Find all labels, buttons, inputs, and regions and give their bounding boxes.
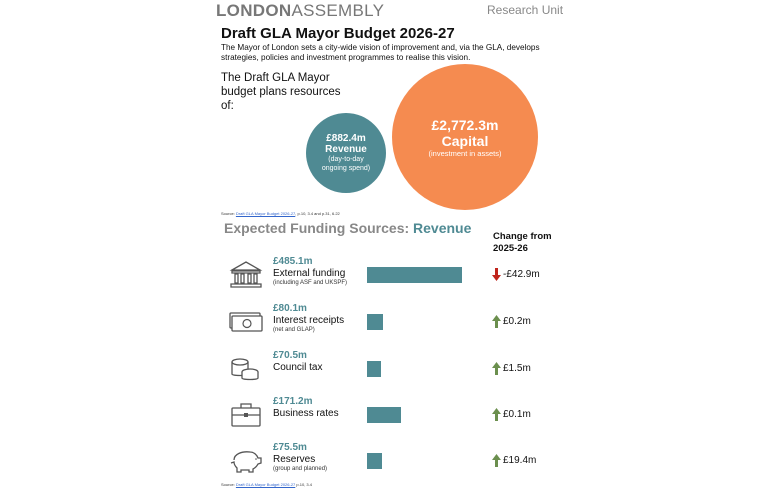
category-sublabel: (including ASF and UKSPF)	[273, 280, 348, 286]
funding-row: £80.1m Interest receipts (net and GLAP) …	[226, 303, 556, 339]
change-header: Change from 2025-26	[493, 231, 552, 254]
london-assembly-logo: LONDONASSEMBLY	[216, 1, 384, 21]
category-sublabel: (net and GLAP)	[273, 327, 315, 333]
revenue-desc: (day-to-day ongoing spend)	[321, 156, 371, 172]
bar	[367, 314, 383, 330]
source-note-2: Source: Draft GLA Mayor Budget 2026-27 p…	[221, 482, 312, 487]
funding-row: £171.2m Business rates £0.1m	[226, 396, 556, 432]
change-text: £1.5m	[503, 363, 531, 374]
category-label: External funding	[273, 268, 346, 279]
section-title: Expected Funding Sources: Revenue	[224, 220, 471, 236]
change-value: £0.2m	[492, 315, 531, 328]
change-text: £19.4m	[503, 455, 537, 466]
revenue-amount: £882.4m	[326, 133, 366, 144]
funding-row: £70.5m Council tax £1.5m	[226, 350, 556, 386]
revenue-circle: £882.4m Revenue (day-to-day ongoing spen…	[306, 113, 386, 193]
capital-amount: £2,772.3m	[431, 116, 499, 133]
value-label: £80.1m	[273, 303, 307, 314]
category-sublabel: (group and planned)	[273, 466, 328, 472]
arrow-up-icon	[492, 315, 501, 328]
arrow-up-icon	[492, 362, 501, 375]
intro-text: The Mayor of London sets a city-wide vis…	[221, 43, 540, 62]
page-title: Draft GLA Mayor Budget 2026-27	[221, 25, 455, 42]
arrow-up-icon	[492, 454, 501, 467]
source-suffix: , p.10, 3.4 and p.31, 6.22	[295, 211, 340, 216]
change-value: £1.5m	[492, 362, 531, 375]
logo-bold: LONDON	[216, 1, 292, 20]
lead-text: The Draft GLA Mayor budget plans resourc…	[221, 72, 341, 112]
bar	[367, 267, 463, 283]
source-prefix: Source:	[221, 211, 236, 216]
category-label: Council tax	[273, 362, 323, 373]
briefcase-icon	[231, 403, 261, 427]
change-text: -£42.9m	[503, 269, 540, 280]
category-label: Interest receipts	[273, 315, 345, 326]
piggy-bank-icon	[230, 451, 262, 473]
research-unit-label: Research Unit	[487, 3, 564, 17]
value-label: £70.5m	[273, 350, 307, 361]
change-value: £19.4m	[492, 454, 536, 467]
source-prefix: Source:	[221, 482, 236, 487]
bar	[367, 453, 382, 469]
capital-name: Capital	[441, 132, 489, 149]
arrow-down-icon	[492, 268, 501, 281]
capital-desc: (investment in assets)	[428, 148, 502, 158]
change-text: £0.2m	[503, 316, 531, 327]
capital-circle: £2,772.3m Capital (investment in assets)	[392, 64, 538, 210]
section-title-text: Expected Funding Sources:	[224, 220, 414, 236]
funding-row: £485.1m External funding (including ASF …	[226, 256, 556, 292]
change-text: £0.1m	[503, 409, 531, 420]
value-label: £485.1m	[273, 256, 313, 267]
change-value: -£42.9m	[492, 268, 540, 281]
category-label: Business rates	[273, 408, 339, 419]
revenue-name: Revenue	[325, 144, 367, 155]
section-highlight: Revenue	[413, 220, 472, 236]
bank-icon	[229, 261, 263, 288]
source-note-1: Source: Draft GLA Mayor Budget 2026-27, …	[221, 211, 340, 216]
value-label: £171.2m	[273, 396, 313, 407]
source-suffix: p.10, 3.4	[295, 482, 312, 487]
bar	[367, 407, 401, 423]
funding-row: £75.5m Reserves (group and planned) £19.…	[226, 442, 556, 478]
bar	[367, 361, 381, 377]
arrow-up-icon	[492, 408, 501, 421]
logo-light: ASSEMBLY	[291, 1, 385, 20]
banknotes-icon	[229, 312, 263, 332]
source-link[interactable]: Draft GLA Mayor Budget 2026-27	[235, 211, 296, 216]
value-label: £75.5m	[273, 442, 307, 453]
category-label: Reserves	[273, 454, 316, 465]
coins-icon	[231, 358, 259, 381]
source-link[interactable]: Draft GLA Mayor Budget 2026-27	[235, 482, 296, 487]
change-value: £0.1m	[492, 408, 531, 421]
